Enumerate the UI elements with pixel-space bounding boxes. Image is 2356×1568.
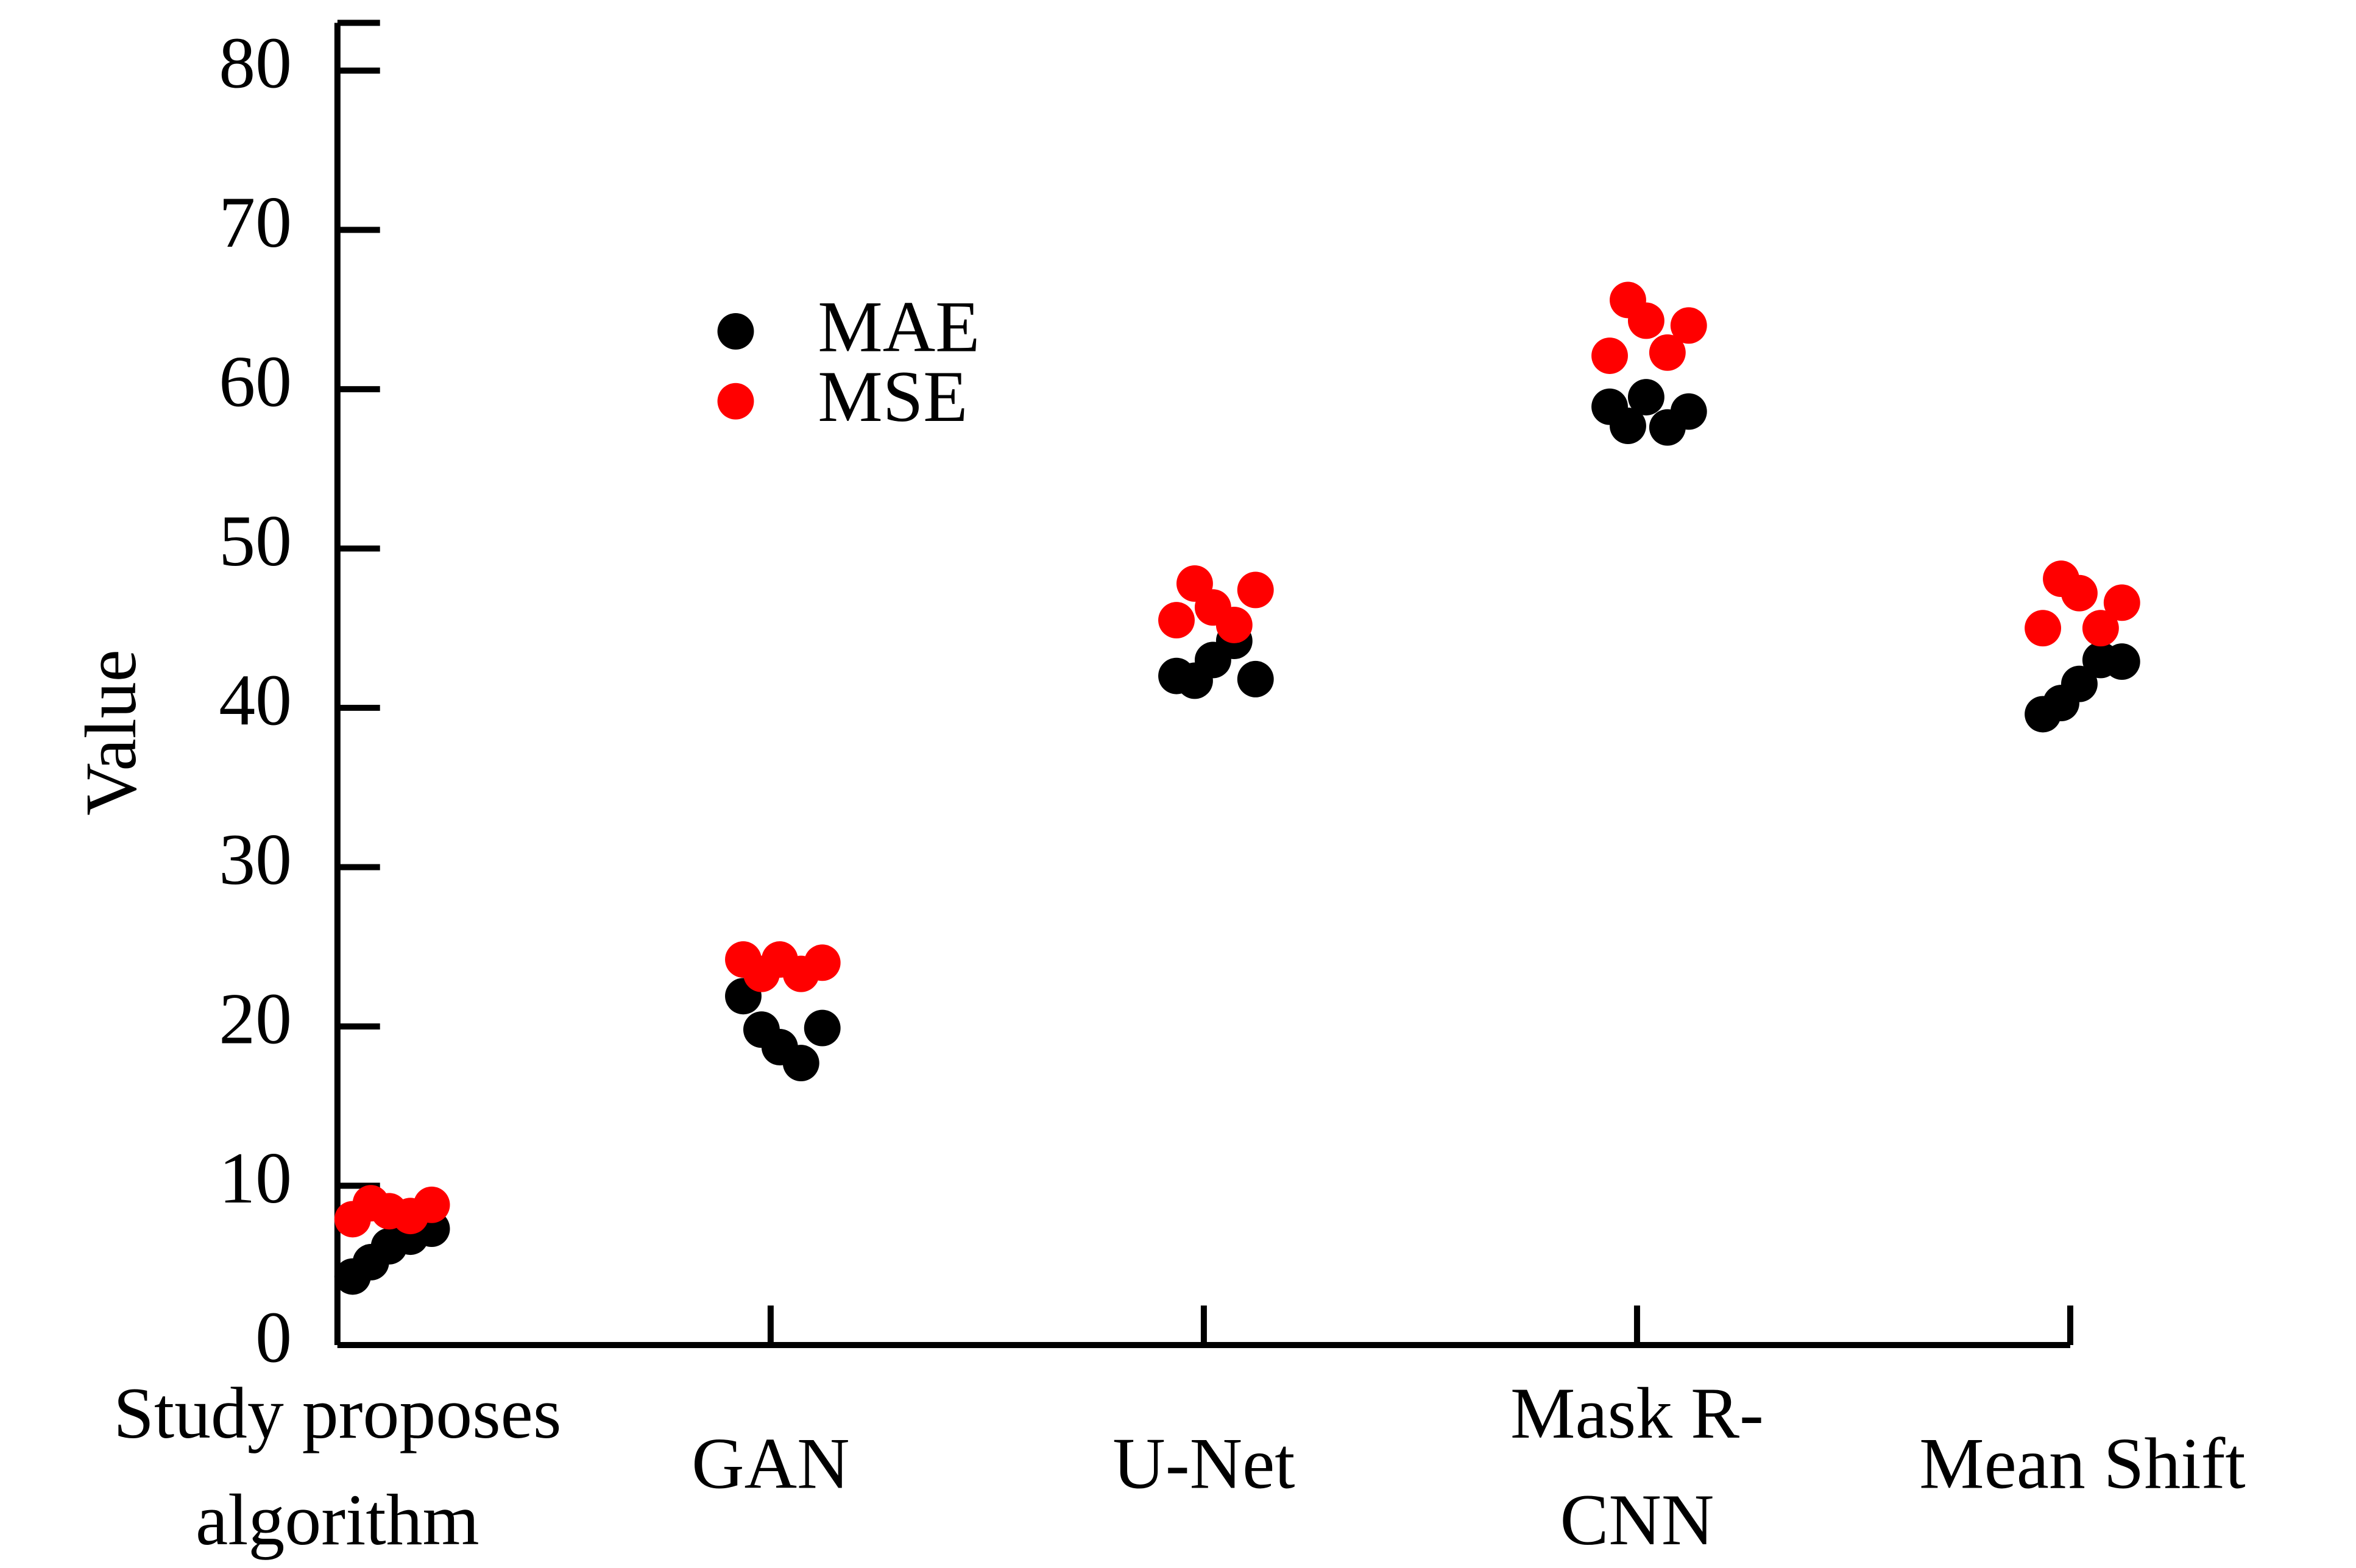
y-tick-label: 40 bbox=[219, 659, 292, 740]
data-point bbox=[1670, 307, 1707, 344]
data-point bbox=[782, 1045, 819, 1082]
x-tick-label: CNN bbox=[1560, 1479, 1714, 1560]
y-tick-label: 50 bbox=[219, 500, 292, 581]
legend-marker bbox=[717, 313, 754, 350]
x-tick-label: Mean Shift bbox=[1919, 1423, 2245, 1504]
data-point bbox=[2082, 610, 2119, 647]
data-point bbox=[2025, 610, 2062, 647]
x-tick-label: GAN bbox=[692, 1423, 849, 1504]
data-point bbox=[1649, 334, 1686, 371]
y-tick-label: 70 bbox=[219, 182, 292, 263]
y-tick-label: 0 bbox=[255, 1296, 292, 1377]
data-point bbox=[1158, 602, 1195, 639]
data-point bbox=[413, 1186, 450, 1223]
x-tick-label: Study proposes bbox=[113, 1372, 561, 1453]
data-point bbox=[1237, 571, 1274, 609]
y-axis-label: Value bbox=[70, 649, 151, 816]
y-tick-label: 30 bbox=[219, 819, 292, 900]
y-tick-label: 10 bbox=[219, 1137, 292, 1218]
data-point bbox=[2103, 643, 2140, 680]
data-point bbox=[804, 944, 841, 981]
data-point bbox=[1610, 408, 1646, 445]
x-tick-label: algorithm bbox=[196, 1479, 479, 1560]
y-tick-label: 20 bbox=[219, 978, 292, 1059]
data-point bbox=[2061, 665, 2098, 702]
y-tick-label: 80 bbox=[219, 22, 292, 103]
data-point bbox=[2103, 584, 2140, 621]
data-point bbox=[1215, 607, 1253, 643]
data-point bbox=[1670, 393, 1707, 430]
legend-label: MSE bbox=[818, 356, 968, 437]
data-point bbox=[1627, 302, 1664, 339]
data-point bbox=[1627, 379, 1664, 415]
y-tick-label: 60 bbox=[219, 341, 292, 422]
data-point bbox=[804, 1009, 841, 1047]
data-point bbox=[1237, 660, 1274, 697]
x-tick-label: Mask R- bbox=[1510, 1372, 1764, 1453]
x-tick-label: U-Net bbox=[1113, 1423, 1295, 1504]
legend-marker bbox=[717, 383, 754, 420]
data-point bbox=[1591, 337, 1628, 374]
legend-label: MAE bbox=[818, 286, 980, 367]
data-point bbox=[2061, 574, 2098, 612]
